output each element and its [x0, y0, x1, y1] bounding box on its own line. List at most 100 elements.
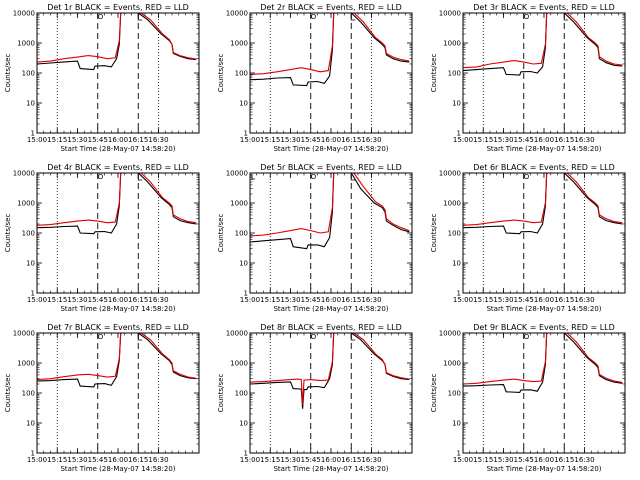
lld-series-line	[250, 333, 410, 405]
y-axis-label: Counts/sec	[217, 54, 225, 93]
x-tick-label: 16:00	[108, 296, 128, 304]
y-tick-label: 1	[457, 450, 461, 458]
plot-frame	[462, 172, 626, 294]
x-tick-label: 15:30	[67, 296, 87, 304]
y-tick-label: 10000	[13, 10, 35, 18]
y-tick-label: 1000	[17, 360, 35, 368]
x-tick-label: 15:15	[473, 296, 493, 304]
y-tick-label: 1000	[230, 200, 248, 208]
x-tick-label: 16:15	[554, 456, 574, 464]
y-tick-label: 100	[22, 390, 35, 398]
x-tick-label: 15:15	[47, 456, 67, 464]
y-axis-label: Counts/sec	[430, 54, 438, 93]
x-tick-label: 15:00	[240, 456, 260, 464]
x-tick-label: 15:00	[453, 456, 473, 464]
y-tick-label: 1	[457, 130, 461, 138]
x-tick-label: 16:30	[361, 296, 381, 304]
x-tick-label: 16:00	[534, 456, 554, 464]
x-tick-label: 16:30	[574, 136, 594, 144]
x-tick-label: 15:45	[88, 136, 108, 144]
y-tick-label: 100	[448, 70, 461, 78]
y-tick-label: 100	[235, 70, 248, 78]
y-tick-label: 1	[244, 450, 248, 458]
plot-title: Det 2r BLACK = Events, RED = LLD	[260, 3, 402, 12]
y-axis-label: Counts/sec	[4, 214, 12, 253]
y-tick-label: 1	[31, 290, 35, 298]
plot-frame	[462, 12, 626, 134]
x-tick-label: 15:30	[280, 456, 300, 464]
y-tick-label: 10	[239, 260, 248, 268]
x-tick-label: 15:15	[260, 136, 280, 144]
x-axis-label: Start Time (28-May-07 14:58:20)	[60, 145, 175, 153]
x-tick-label: 15:00	[240, 136, 260, 144]
lld-series-line	[250, 13, 410, 75]
x-tick-label: 15:00	[27, 296, 47, 304]
events-series-line	[463, 333, 623, 393]
y-tick-label: 1	[31, 130, 35, 138]
y-tick-label: 100	[22, 70, 35, 78]
plot-frame	[36, 172, 200, 294]
events-series-line	[37, 13, 197, 71]
x-tick-label: 16:00	[108, 136, 128, 144]
marker-flag	[251, 174, 255, 180]
marker-label: O	[524, 13, 530, 21]
events-series-line	[463, 13, 623, 76]
x-tick-label: 15:30	[280, 136, 300, 144]
marker-label: O	[98, 333, 104, 341]
x-tick-label: 16:00	[534, 296, 554, 304]
x-tick-label: 16:00	[321, 136, 341, 144]
marker-label: O	[98, 173, 104, 181]
y-tick-label: 1	[31, 450, 35, 458]
lld-series-line	[37, 13, 197, 63]
y-tick-label: 10000	[439, 10, 461, 18]
x-tick-label: 15:30	[67, 456, 87, 464]
x-tick-label: 15:45	[514, 456, 534, 464]
marker-label: O	[311, 173, 317, 181]
plot-title: Det 8r BLACK = Events, RED = LLD	[260, 323, 402, 332]
x-tick-label: 15:00	[240, 296, 260, 304]
y-tick-label: 10000	[13, 170, 35, 178]
y-tick-label: 10	[452, 100, 461, 108]
x-tick-label: 16:00	[108, 456, 128, 464]
x-tick-label: 15:45	[514, 296, 534, 304]
x-tick-label: 16:00	[534, 136, 554, 144]
y-tick-label: 100	[448, 230, 461, 238]
y-tick-label: 10000	[226, 330, 248, 338]
plot-frame	[36, 332, 200, 454]
y-axis-label: Counts/sec	[4, 54, 12, 93]
y-tick-label: 100	[235, 390, 248, 398]
marker-label: O	[98, 13, 104, 21]
marker-label: O	[524, 333, 530, 341]
x-tick-label: 16:15	[341, 296, 361, 304]
events-series-line	[250, 333, 410, 409]
y-tick-label: 1000	[443, 360, 461, 368]
plot-frame	[36, 12, 200, 134]
x-tick-label: 16:30	[148, 296, 168, 304]
x-tick-label: 15:00	[27, 456, 47, 464]
x-tick-label: 16:15	[341, 136, 361, 144]
x-tick-label: 15:45	[301, 456, 321, 464]
events-series-line	[37, 333, 197, 388]
x-tick-label: 15:30	[493, 456, 513, 464]
y-tick-label: 1	[457, 290, 461, 298]
y-tick-label: 10	[26, 100, 35, 108]
y-tick-label: 1	[244, 130, 248, 138]
y-axis-label: Counts/sec	[217, 374, 225, 413]
y-axis-label: Counts/sec	[430, 214, 438, 253]
x-axis-label: Start Time (28-May-07 14:58:20)	[486, 465, 601, 473]
y-tick-label: 10000	[226, 10, 248, 18]
x-tick-label: 16:15	[128, 456, 148, 464]
x-axis-label: Start Time (28-May-07 14:58:20)	[486, 145, 601, 153]
x-tick-label: 15:15	[260, 456, 280, 464]
x-tick-label: 16:30	[574, 296, 594, 304]
plot-frame	[249, 12, 413, 134]
plot-title: Det 6r BLACK = Events, RED = LLD	[473, 163, 615, 172]
x-tick-label: 15:30	[493, 136, 513, 144]
x-tick-label: 16:15	[554, 296, 574, 304]
x-tick-label: 15:45	[301, 136, 321, 144]
y-tick-label: 1000	[17, 200, 35, 208]
